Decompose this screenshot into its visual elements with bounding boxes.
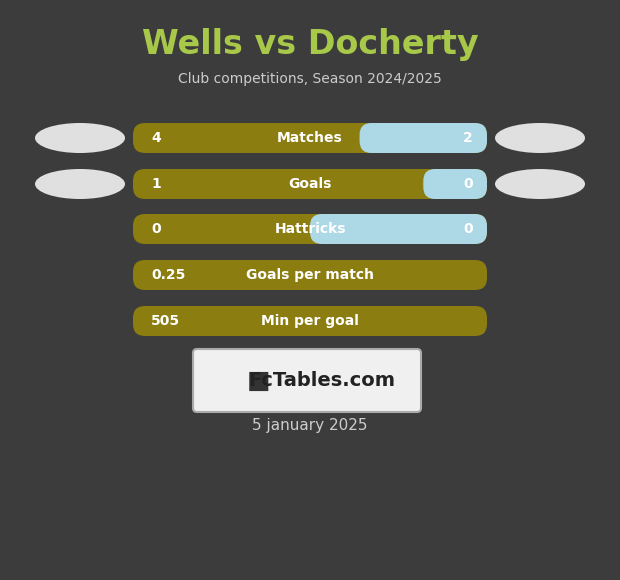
Text: 0: 0 bbox=[463, 222, 473, 236]
Ellipse shape bbox=[495, 123, 585, 153]
Text: 505: 505 bbox=[151, 314, 180, 328]
Text: Goals per match: Goals per match bbox=[246, 268, 374, 282]
Text: 4: 4 bbox=[151, 131, 161, 145]
FancyBboxPatch shape bbox=[133, 260, 487, 290]
Text: ■: ■ bbox=[247, 368, 271, 393]
Text: 0: 0 bbox=[151, 222, 161, 236]
Text: FcTables.com: FcTables.com bbox=[249, 371, 396, 390]
FancyBboxPatch shape bbox=[133, 169, 487, 199]
FancyBboxPatch shape bbox=[193, 349, 421, 412]
Text: Goals: Goals bbox=[288, 177, 332, 191]
Text: 1: 1 bbox=[151, 177, 161, 191]
Text: Club competitions, Season 2024/2025: Club competitions, Season 2024/2025 bbox=[178, 72, 442, 86]
Ellipse shape bbox=[35, 123, 125, 153]
Text: Hattricks: Hattricks bbox=[274, 222, 346, 236]
FancyBboxPatch shape bbox=[133, 123, 487, 153]
Text: 0: 0 bbox=[463, 177, 473, 191]
FancyBboxPatch shape bbox=[310, 214, 487, 244]
Text: Min per goal: Min per goal bbox=[261, 314, 359, 328]
Text: 5 january 2025: 5 january 2025 bbox=[252, 418, 368, 433]
Text: 2: 2 bbox=[463, 131, 473, 145]
Ellipse shape bbox=[495, 169, 585, 199]
FancyBboxPatch shape bbox=[133, 214, 487, 244]
FancyBboxPatch shape bbox=[360, 123, 487, 153]
Text: 0.25: 0.25 bbox=[151, 268, 185, 282]
Text: Wells vs Docherty: Wells vs Docherty bbox=[142, 28, 478, 61]
Ellipse shape bbox=[35, 169, 125, 199]
FancyBboxPatch shape bbox=[133, 306, 487, 336]
FancyBboxPatch shape bbox=[423, 169, 487, 199]
Text: Matches: Matches bbox=[277, 131, 343, 145]
